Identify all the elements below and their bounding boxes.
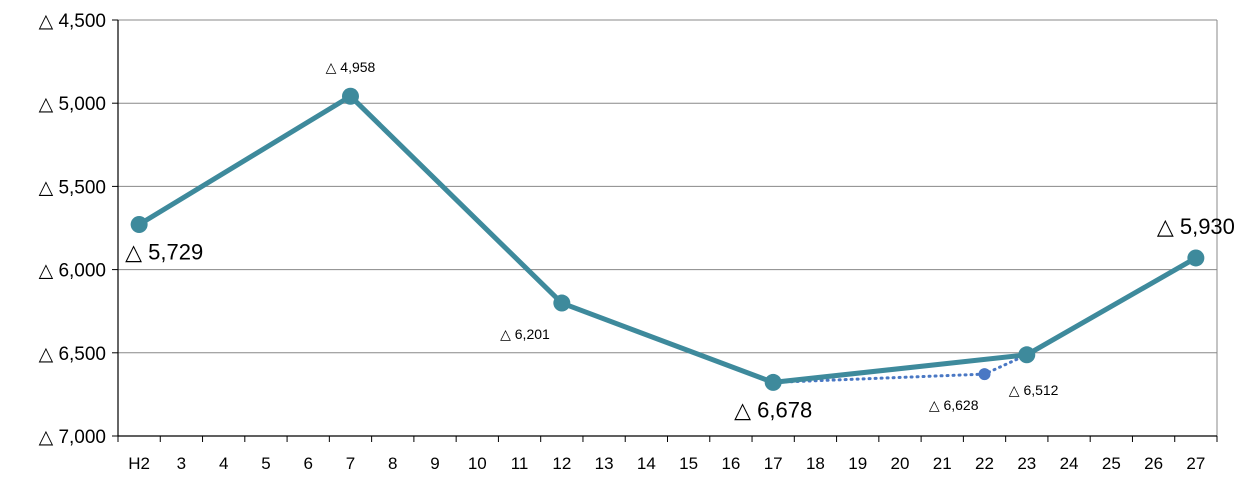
x-tick-label: 8 [388, 454, 397, 473]
x-tick-label: 26 [1144, 454, 1163, 473]
gridlines [118, 102, 1217, 354]
x-tick-label: 17 [764, 454, 783, 473]
x-tick-label: 6 [303, 454, 312, 473]
x-tick-label: 18 [806, 454, 825, 473]
data-label: △ 5,930 [1157, 214, 1235, 239]
y-tick-label: △ 6,000 [39, 261, 106, 282]
x-tick-label: 4 [219, 454, 228, 473]
x-tick-label: 21 [933, 454, 952, 473]
y-tick-label: △ 5,000 [39, 94, 106, 115]
y-tick-label: △ 7,000 [39, 427, 106, 448]
x-tick-label: 16 [721, 454, 740, 473]
data-point [978, 368, 991, 381]
data-point [553, 294, 571, 312]
data-label: △ 4,958 [326, 59, 376, 75]
y-tick-label: △ 6,500 [39, 344, 106, 365]
data-label: △ 6,628 [929, 397, 979, 413]
y-tick-label: △ 5,500 [39, 177, 106, 198]
x-tick-label: 22 [975, 454, 994, 473]
x-tick-label: 25 [1102, 454, 1121, 473]
x-tick-label: 10 [468, 454, 487, 473]
x-tick-label: 24 [1060, 454, 1079, 473]
x-tick-label: H2 [128, 454, 150, 473]
y-tick-labels: △ 4,500 △ 5,000 △ 5,500 △ 6,000 △ 6,500 △ 7,0… [39, 11, 106, 448]
x-tick-label: 5 [261, 454, 270, 473]
data-point [1018, 346, 1036, 364]
x-tick-label: 15 [679, 454, 698, 473]
x-tick-label: 9 [430, 454, 439, 473]
main-series-line [136, 93, 1199, 385]
x-tick-label: 12 [552, 454, 571, 473]
x-tick-label: 3 [177, 454, 186, 473]
x-tick-label: 19 [848, 454, 867, 473]
data-label: △ 6,201 [500, 326, 550, 342]
data-label: △ 6,678 [734, 397, 812, 422]
data-point [764, 373, 782, 391]
y-tick-label: △ 4,500 [39, 11, 106, 32]
x-tick-label: 7 [346, 454, 355, 473]
x-tick-label: 13 [595, 454, 614, 473]
x-tick-label: 27 [1186, 454, 1205, 473]
x-tick-label: 23 [1017, 454, 1036, 473]
axes [112, 19, 1218, 442]
x-tick-label: 14 [637, 454, 656, 473]
data-labels: △ 5,729 △ 4,958 △ 6,201 △ 6,678 △ 6,512 △ 5,9… [125, 59, 1235, 422]
data-points [130, 87, 1205, 391]
series-lines [136, 93, 1199, 385]
data-label: △ 5,729 [125, 240, 203, 265]
data-point [341, 87, 359, 105]
data-point [130, 216, 148, 234]
x-tick-label: 20 [891, 454, 910, 473]
x-tick-label: 11 [511, 454, 529, 473]
x-tick-labels: H2 3 4 5 6 7 8 9 10 11 12 13 14 15 16 17 18 19 20 21 22 23 24 2… [128, 454, 1205, 473]
data-point [1187, 249, 1205, 267]
data-label: △ 6,512 [1009, 382, 1059, 398]
